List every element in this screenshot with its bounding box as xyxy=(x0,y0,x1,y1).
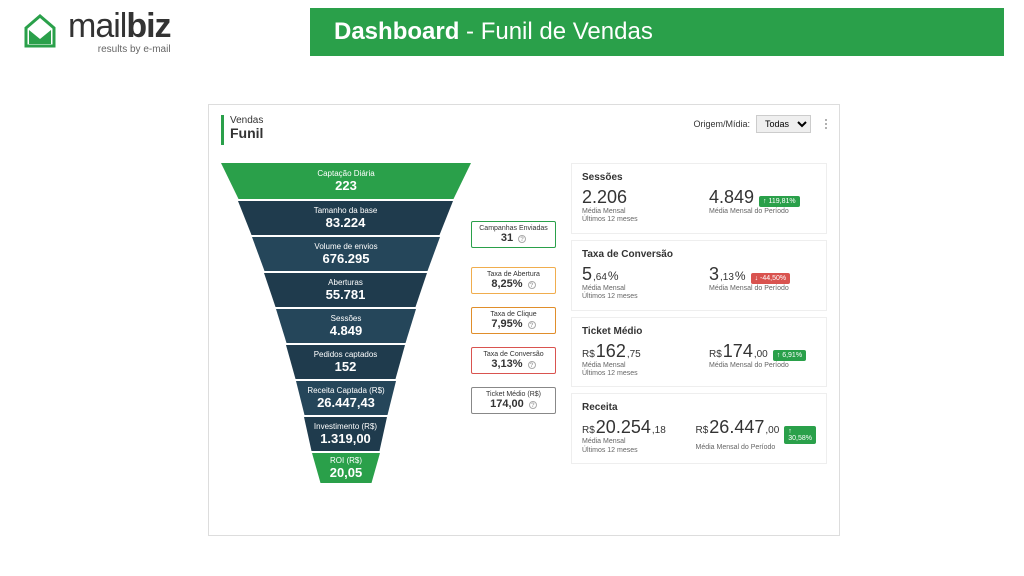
card-right-sub: Média Mensal do Período xyxy=(696,444,817,452)
funnel-segment: Pedidos captados152 xyxy=(286,345,405,379)
funnel-callout: Campanhas Enviadas31 ? xyxy=(471,221,556,248)
help-icon[interactable]: ? xyxy=(528,361,536,369)
funnel-seg-value: 26.447,43 xyxy=(296,395,396,410)
card-left-value: R$ 20.254 ,18 xyxy=(582,417,676,438)
funnel-seg-label: Investimento (R$) xyxy=(304,422,387,431)
section-main: Funil xyxy=(230,126,263,141)
card-right-value: 4.849 ↑ 119,81% xyxy=(709,187,816,208)
card-left-sub: Média MensalÚltimos 12 meses xyxy=(582,362,689,379)
callout-label: Ticket Médio (R$) xyxy=(476,391,551,398)
funnel-callout: Taxa de Clique7,95% ? xyxy=(471,307,556,334)
page-title-bar: Dashboard - Funil de Vendas xyxy=(310,8,1004,56)
help-icon[interactable]: ? xyxy=(529,401,537,409)
origin-label: Origem/Mídia: xyxy=(693,119,750,129)
card-title: Receita xyxy=(582,402,816,413)
origin-select[interactable]: Todas xyxy=(756,115,811,133)
accent-bar xyxy=(221,115,224,145)
funnel-callout: Ticket Médio (R$)174,00 ? xyxy=(471,387,556,414)
funnel-segment: Tamanho da base83.224 xyxy=(238,201,453,235)
trend-badge: ↓ -44,50% xyxy=(751,273,791,284)
funnel-seg-value: 83.224 xyxy=(238,215,453,230)
trend-badge: ↑ 6,91% xyxy=(773,350,806,361)
mail-icon xyxy=(20,12,60,52)
funnel-seg-label: Tamanho da base xyxy=(238,206,453,215)
funnel-segment: Investimento (R$)1.319,00 xyxy=(304,417,387,451)
card-title: Sessões xyxy=(582,172,816,183)
callout-label: Campanhas Enviadas xyxy=(476,225,551,232)
funnel-seg-label: Receita Captada (R$) xyxy=(296,386,396,395)
dashboard-panel: Vendas Funil Origem/Mídia: Todas Captaçã… xyxy=(208,104,840,536)
card-left-sub: Média MensalÚltimos 12 meses xyxy=(582,438,676,455)
card-left-value: R$ 162 ,75 xyxy=(582,341,689,362)
callout-value: 8,25% ? xyxy=(476,278,551,290)
callout-value: 174,00 ? xyxy=(476,398,551,410)
callout-label: Taxa de Clique xyxy=(476,311,551,318)
brand-name-a: mail xyxy=(68,7,126,45)
title-rest: - Funil de Vendas xyxy=(459,18,652,45)
metric-card: Receita R$ 20.254 ,18 Média MensalÚltimo… xyxy=(571,393,827,464)
funnel-segment: Aberturas55.781 xyxy=(264,273,427,307)
help-icon[interactable]: ? xyxy=(518,235,526,243)
callout-label: Taxa de Conversão xyxy=(476,351,551,358)
funnel-seg-value: 223 xyxy=(221,178,471,193)
card-right-sub: Média Mensal do Período xyxy=(709,285,816,293)
title-bold: Dashboard xyxy=(334,18,459,45)
card-right-value: R$ 26.447 ,00 ↑ 30,58% xyxy=(696,417,817,444)
card-left-value: 2.206 xyxy=(582,187,689,208)
card-left-value: 5 ,64 % xyxy=(582,264,689,285)
brand-name-b: biz xyxy=(126,7,170,45)
callout-value: 3,13% ? xyxy=(476,358,551,370)
funnel-callout: Taxa de Abertura8,25% ? xyxy=(471,267,556,294)
funnel-seg-value: 1.319,00 xyxy=(304,431,387,446)
callout-value: 31 ? xyxy=(476,232,551,244)
funnel-seg-value: 676.295 xyxy=(252,251,440,266)
card-title: Taxa de Conversão xyxy=(582,249,816,260)
funnel-segment: Sessões4.849 xyxy=(276,309,416,343)
funnel-segment: Volume de envios676.295 xyxy=(252,237,440,271)
funnel-seg-label: ROI (R$) xyxy=(312,456,380,465)
funnel-chart: Captação Diária223Tamanho da base83.224V… xyxy=(221,163,561,464)
metric-card: Sessões 2.206 Média MensalÚltimos 12 mes… xyxy=(571,163,827,234)
card-right-value: R$ 174 ,00 ↑ 6,91% xyxy=(709,341,816,362)
funnel-seg-value: 152 xyxy=(286,359,405,374)
brand-tagline: results by e-mail xyxy=(68,45,171,55)
funnel-seg-value: 20,05 xyxy=(312,465,380,480)
trend-badge: ↑ 30,58% xyxy=(784,426,816,444)
card-left-sub: Média MensalÚltimos 12 meses xyxy=(582,208,689,225)
section-title: Vendas Funil xyxy=(221,115,263,145)
funnel-seg-label: Volume de envios xyxy=(252,242,440,251)
funnel-seg-value: 4.849 xyxy=(276,323,416,338)
funnel-callout: Taxa de Conversão3,13% ? xyxy=(471,347,556,374)
brand-logo: mailbiz results by e-mail xyxy=(20,9,310,55)
callout-label: Taxa de Abertura xyxy=(476,271,551,278)
funnel-seg-label: Aberturas xyxy=(264,278,427,287)
metric-card: Taxa de Conversão 5 ,64 % Média MensalÚl… xyxy=(571,240,827,311)
callout-value: 7,95% ? xyxy=(476,318,551,330)
funnel-seg-label: Captação Diária xyxy=(221,169,471,178)
metric-card: Ticket Médio R$ 162 ,75 Média MensalÚlti… xyxy=(571,317,827,388)
card-right-value: 3 ,13 % ↓ -44,50% xyxy=(709,264,816,285)
card-title: Ticket Médio xyxy=(582,326,816,337)
trend-badge: ↑ 119,81% xyxy=(759,196,800,207)
help-icon[interactable]: ? xyxy=(528,281,536,289)
card-right-sub: Média Mensal do Período xyxy=(709,208,816,216)
funnel-segment: Receita Captada (R$)26.447,43 xyxy=(296,381,396,415)
funnel-seg-label: Pedidos captados xyxy=(286,350,405,359)
funnel-segment: Captação Diária223 xyxy=(221,163,471,199)
help-icon[interactable]: ? xyxy=(528,321,536,329)
funnel-seg-label: Sessões xyxy=(276,314,416,323)
metric-cards: Sessões 2.206 Média MensalÚltimos 12 mes… xyxy=(571,163,827,464)
kebab-menu-icon[interactable] xyxy=(825,119,827,129)
card-left-sub: Média MensalÚltimos 12 meses xyxy=(582,285,689,302)
funnel-segment: ROI (R$)20,05 xyxy=(312,453,380,483)
card-right-sub: Média Mensal do Período xyxy=(709,362,816,370)
funnel-seg-value: 55.781 xyxy=(264,287,427,302)
